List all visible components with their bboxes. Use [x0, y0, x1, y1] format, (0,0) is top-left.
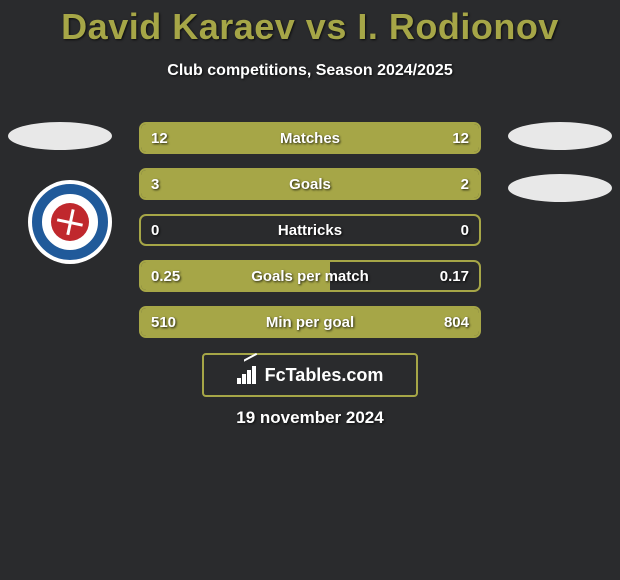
club-badge-right — [508, 174, 612, 202]
stat-value-right: 804 — [444, 308, 469, 336]
stat-label: Goals — [141, 170, 479, 198]
stat-label: Matches — [141, 124, 479, 152]
stat-label: Min per goal — [141, 308, 479, 336]
comparison-title: David Karaev vs I. Rodionov — [0, 0, 620, 48]
club-badge-left — [28, 180, 112, 264]
stat-value-right: 0 — [461, 216, 469, 244]
branding-badge[interactable]: FcTables.com — [202, 353, 418, 397]
comparison-subtitle: Club competitions, Season 2024/2025 — [0, 62, 620, 80]
stat-row: 12Matches12 — [139, 122, 481, 154]
stat-value-right: 2 — [461, 170, 469, 198]
stat-label: Goals per match — [141, 262, 479, 290]
stat-row: 0Hattricks0 — [139, 214, 481, 246]
stat-row: 3Goals2 — [139, 168, 481, 200]
branding-text: FcTables.com — [265, 365, 384, 386]
player-avatar-left — [8, 122, 112, 150]
stat-value-right: 12 — [452, 124, 469, 152]
stat-row: 510Min per goal804 — [139, 306, 481, 338]
comparison-date: 19 november 2024 — [0, 408, 620, 428]
stat-row: 0.25Goals per match0.17 — [139, 260, 481, 292]
player-avatar-right — [508, 122, 612, 150]
stat-label: Hattricks — [141, 216, 479, 244]
stats-table: 12Matches12 3Goals2 0Hattricks0 0.25Goals p… — [139, 122, 481, 352]
bar-chart-icon — [237, 366, 259, 384]
stat-value-right: 0.17 — [440, 262, 469, 290]
